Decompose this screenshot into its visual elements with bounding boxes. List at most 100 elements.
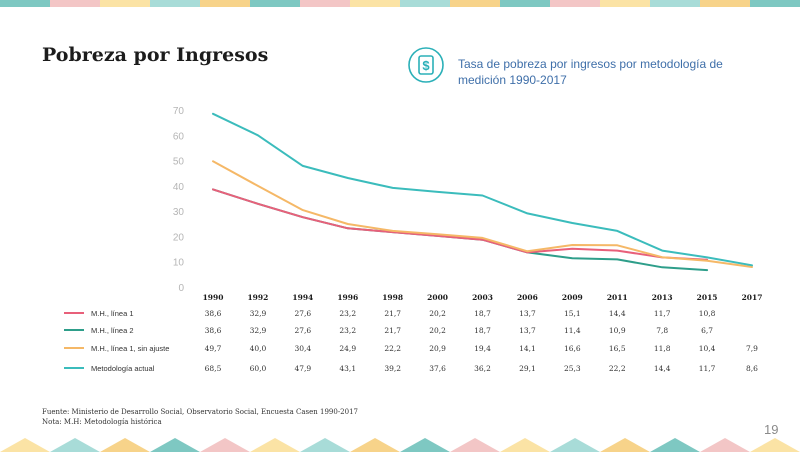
data-label: 25,3 <box>564 364 581 373</box>
data-label: 47,9 <box>294 364 311 373</box>
data-label: 16,6 <box>564 344 581 353</box>
data-label: 16,5 <box>609 344 626 353</box>
y-tick-label: 30 <box>173 207 185 218</box>
data-label: 10,9 <box>609 326 626 335</box>
data-label: 14,1 <box>519 344 536 353</box>
x-tick-label: 1994 <box>292 293 313 302</box>
series-line <box>212 112 753 267</box>
deco-triangle <box>300 438 350 452</box>
data-label: 22,2 <box>609 364 626 373</box>
x-tick-label: 2009 <box>562 293 583 302</box>
data-label: 38,6 <box>205 326 222 335</box>
source-line: Fuente: Ministerio de Desarrollo Social,… <box>42 408 359 416</box>
data-label: 8,6 <box>746 364 758 373</box>
svg-text:$: $ <box>422 58 430 73</box>
deco-segment <box>550 0 600 7</box>
data-label: 60,0 <box>250 364 267 373</box>
data-label: 36,2 <box>474 364 491 373</box>
x-tick-label: 2000 <box>427 293 448 302</box>
deco-triangle <box>750 438 800 452</box>
y-tick-label: 50 <box>173 157 185 168</box>
deco-segment <box>750 0 800 7</box>
deco-segment <box>350 0 400 7</box>
deco-triangle <box>350 438 400 452</box>
x-tick-label: 2003 <box>472 293 493 302</box>
page-number: 19 <box>764 422 779 437</box>
source-note: Fuente: Ministerio de Desarrollo Social,… <box>42 407 358 427</box>
methodology-note: Nota: M.H: Metodología histórica <box>42 418 162 426</box>
data-label: 43,1 <box>339 364 356 373</box>
deco-segment <box>650 0 700 7</box>
y-tick-label: 10 <box>173 258 185 269</box>
data-label: 11,7 <box>654 309 671 318</box>
data-label: 14,4 <box>609 309 626 318</box>
data-label: 18,7 <box>474 309 491 318</box>
data-label: 18,7 <box>474 326 491 335</box>
data-label: 14,4 <box>654 364 671 373</box>
y-tick-label: 0 <box>178 283 184 294</box>
x-tick-label: 1998 <box>382 293 403 302</box>
legend-label: M.H., línea 1, sin ajuste <box>91 344 169 353</box>
deco-segment <box>250 0 300 7</box>
deco-triangle <box>100 438 150 452</box>
top-decoration-band <box>0 0 800 7</box>
deco-segment <box>500 0 550 7</box>
deco-triangle <box>200 438 250 452</box>
deco-triangle <box>50 438 100 452</box>
deco-triangle <box>500 438 550 452</box>
data-label: 13,7 <box>519 326 536 335</box>
data-label: 68,5 <box>205 364 222 373</box>
deco-triangle <box>650 438 700 452</box>
deco-segment <box>50 0 100 7</box>
y-tick-label: 20 <box>173 232 185 243</box>
data-label: 7,9 <box>746 344 758 353</box>
data-label: 30,4 <box>294 344 311 353</box>
legend-label: M.H., línea 1 <box>91 309 134 318</box>
data-label: 24,9 <box>339 344 356 353</box>
data-label: 32,9 <box>250 309 267 318</box>
deco-segment <box>700 0 750 7</box>
data-label: 32,9 <box>250 326 267 335</box>
data-label: 23,2 <box>339 309 356 318</box>
data-label: 7,8 <box>656 326 668 335</box>
deco-triangle <box>550 438 600 452</box>
deco-triangle <box>450 438 500 452</box>
data-label: 6,7 <box>701 326 713 335</box>
data-label: 10,8 <box>699 309 716 318</box>
x-tick-label: 2006 <box>517 293 538 302</box>
data-label: 27,6 <box>294 309 311 318</box>
data-label: 11,7 <box>699 364 716 373</box>
y-tick-label: 60 <box>173 131 185 142</box>
data-label: 20,9 <box>429 344 446 353</box>
data-label: 11,8 <box>654 344 671 353</box>
deco-triangle <box>0 438 50 452</box>
deco-segment <box>150 0 200 7</box>
deco-triangle <box>250 438 300 452</box>
deco-segment <box>450 0 500 7</box>
x-tick-label: 1996 <box>337 293 358 302</box>
legend-label: M.H., línea 2 <box>91 326 134 335</box>
data-label: 40,0 <box>250 344 267 353</box>
legend-label: Metodología actual <box>91 364 155 373</box>
data-label: 13,7 <box>519 309 536 318</box>
deco-triangle <box>150 438 200 452</box>
dollar-icon: $ <box>408 47 444 83</box>
data-label: 22,2 <box>384 344 401 353</box>
x-tick-label: 1990 <box>203 293 224 302</box>
data-label: 11,4 <box>564 326 581 335</box>
data-label: 29,1 <box>519 364 536 373</box>
data-label: 37,6 <box>429 364 446 373</box>
deco-segment <box>400 0 450 7</box>
data-label: 20,2 <box>429 326 446 335</box>
x-tick-label: 2011 <box>607 293 628 302</box>
deco-segment <box>300 0 350 7</box>
chart-title: Tasa de pobreza por ingresos por metodol… <box>458 57 723 87</box>
data-label: 38,6 <box>205 309 222 318</box>
series-line <box>212 188 709 261</box>
deco-triangle <box>400 438 450 452</box>
bottom-decoration-band <box>0 438 800 452</box>
deco-triangle <box>700 438 750 452</box>
x-tick-label: 2015 <box>697 293 718 302</box>
x-tick-label: 1992 <box>247 293 268 302</box>
